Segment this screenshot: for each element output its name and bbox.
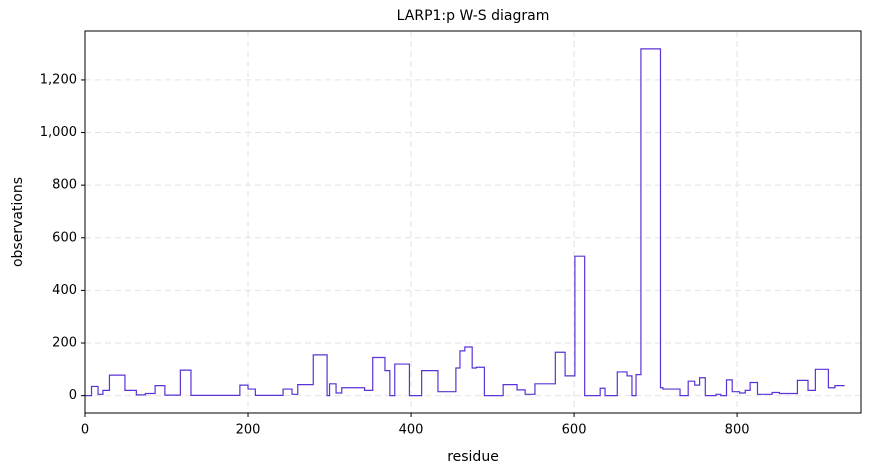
data-line <box>85 48 845 397</box>
x-tick-label: 400 <box>399 423 424 438</box>
y-tick-label: 600 <box>52 230 77 245</box>
x-tick-label: 600 <box>562 423 587 438</box>
plot-frame <box>84 30 862 414</box>
y-tick-label: 1,200 <box>40 72 77 87</box>
y-tick-label: 200 <box>52 336 77 351</box>
y-tick-label: 0 <box>69 388 77 403</box>
x-tick-label: 200 <box>236 423 261 438</box>
x-tick-label: 800 <box>725 423 750 438</box>
y-axis-label: observations <box>10 177 26 267</box>
y-tick-label: 1,000 <box>40 125 77 140</box>
x-tick-label: 0 <box>81 423 89 438</box>
y-tick-label: 400 <box>52 283 77 298</box>
y-tick-label: 800 <box>52 178 77 193</box>
chart-title: LARP1:p W-S diagram <box>397 8 550 24</box>
x-axis-label: residue <box>447 449 499 465</box>
